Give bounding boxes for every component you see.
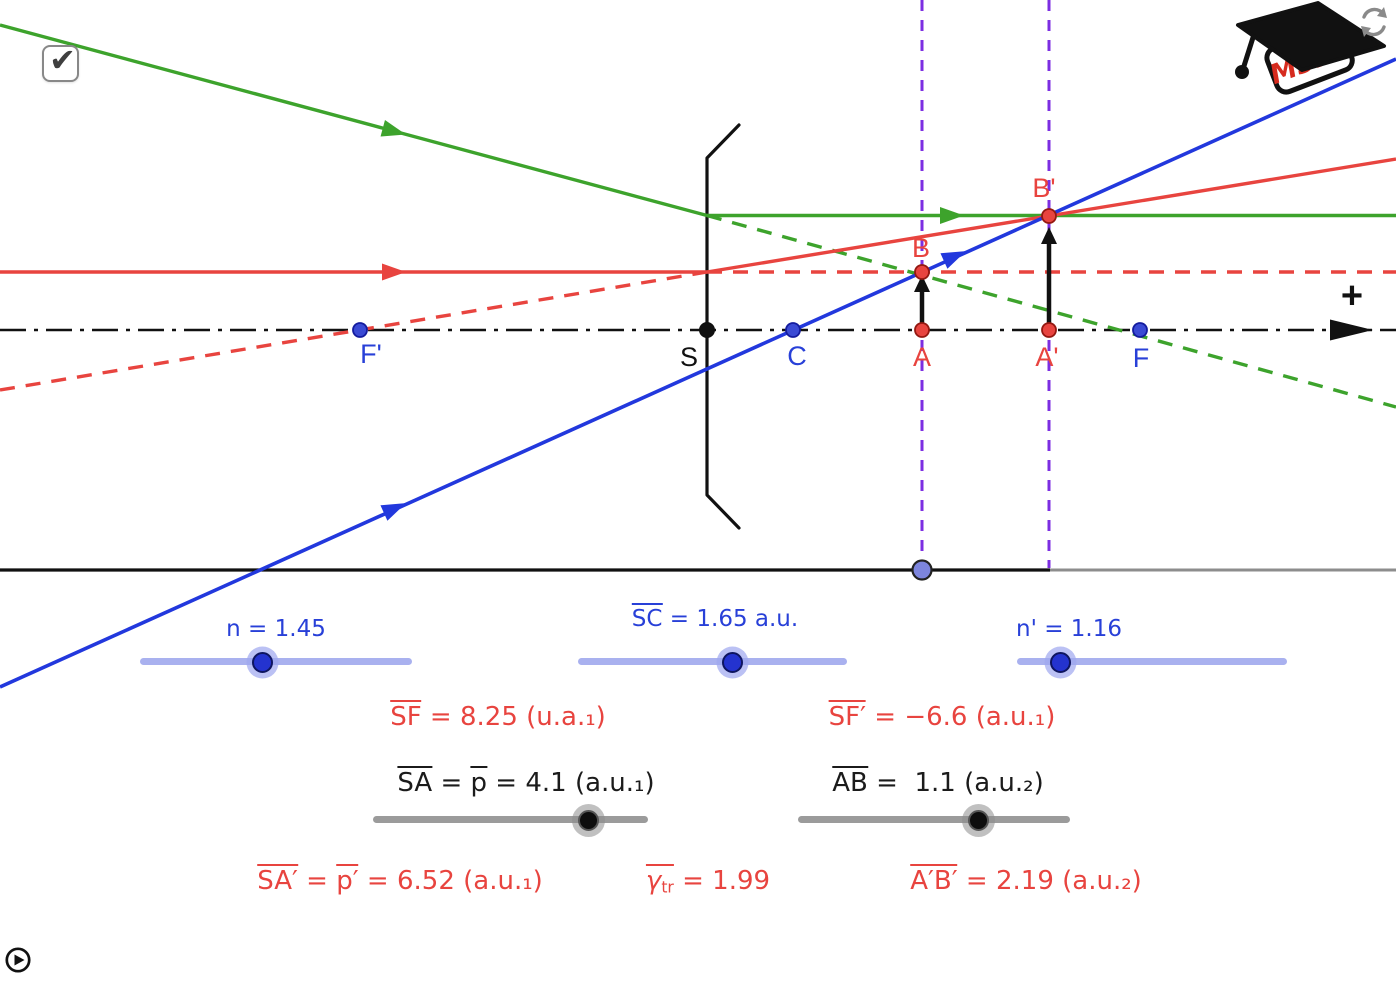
slider-track-n[interactable] [140,658,412,665]
green-refracted-arrowhead [940,207,964,224]
label-F: F [1133,343,1150,373]
axis-plus-sign: + [1341,275,1363,317]
object-arrow-AB [914,275,930,328]
point-A-prime [1041,322,1057,338]
label-A-prime: A' [1035,342,1058,372]
image-arrowhead [1041,227,1057,244]
slider-thumb-SC[interactable] [722,652,743,673]
ray-blue [0,57,1396,689]
slider-thumb-n-prime[interactable] [1050,652,1071,673]
blue-arrowhead-left [380,503,406,521]
point-B [914,264,930,280]
slider-thumb-AB[interactable] [968,810,989,831]
red-incident-arrowhead [382,263,406,281]
refresh-arrowhead-bottom [1361,26,1371,37]
point-F [1132,322,1148,338]
readout-gamma-tr: γtr = 1.99 [645,864,771,897]
label-C: C [787,341,807,371]
refresh-arrowhead-top [1377,7,1387,18]
label-B: B [912,233,930,263]
slider-label-SC: SC = 1.65 a.u. [631,603,798,634]
blue-ray [0,57,1396,689]
show-rays-checkbox[interactable]: ✔ [42,41,79,82]
point-B-prime [1041,208,1057,224]
green-incident-ray [0,23,708,218]
point-A [914,322,930,338]
axis-arrowhead [1330,319,1373,341]
optical-axis: + [0,275,1396,341]
readout-SF-prime: SF′ = −6.6 (a.u.₁) [828,700,1056,732]
point-F-prime [352,322,368,338]
point-C [785,322,801,338]
slider-label-AB: AB = 1.1 (a.u.₂) [832,766,1044,798]
label-B-prime: B' [1032,173,1055,203]
slider-label-n-prime: n' = 1.16 [1015,616,1123,642]
label-F-prime: F' [360,339,382,369]
slider-track-SC[interactable] [578,658,847,665]
readout-SF: SF = 8.25 (u.a.₁) [390,700,606,732]
object-arrowhead [914,275,930,292]
label-A: A [913,342,931,372]
m3p2-logo: M3P2 [1235,1,1386,95]
green-virtual-extension [706,213,1396,409]
readout-A-prime-B-prime: A′B′ = 2.19 (a.u.₂) [910,864,1142,896]
slider-label-SA: SA = p = 4.1 (a.u.₁) [397,766,655,798]
blue-arrowhead-right [940,251,966,269]
slider-track-AB[interactable] [798,816,1070,823]
mortarboard [1236,1,1386,72]
play-animation-button[interactable] [4,946,34,976]
slider-track-SA[interactable] [373,816,648,823]
point-S [699,322,715,338]
tassel-end [1235,65,1249,79]
slider-thumb-n[interactable] [252,652,273,673]
object-image-guides [920,0,1051,568]
slider-thumb-SA[interactable] [578,810,599,831]
green-incident-arrowhead [380,120,406,137]
slider-label-n: n = 1.45 [226,616,326,642]
slider-track-n-prime[interactable] [1017,658,1287,665]
label-S: S [680,342,698,372]
ground-slider-point[interactable] [911,559,933,581]
reset-refresh-icon[interactable] [1356,4,1392,40]
diagram-point-labels: F' S C A A' F B B' [360,173,1149,373]
play-icon [14,954,25,966]
diagram-points [352,208,1148,581]
readout-SA-prime: SA′ = p′ = 6.52 (a.u.₁) [257,864,543,896]
image-arrow-ApBp [1041,227,1057,328]
checkmark-icon: ✔ [49,40,76,79]
